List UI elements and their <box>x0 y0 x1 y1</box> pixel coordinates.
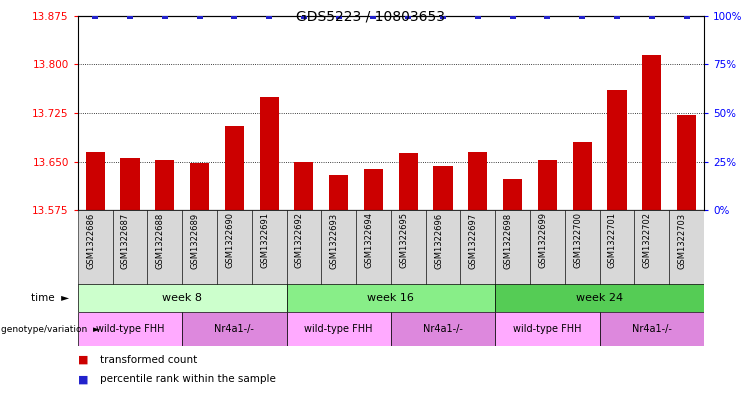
Text: GSM1322691: GSM1322691 <box>260 213 269 268</box>
Text: genotype/variation  ►: genotype/variation ► <box>1 325 100 334</box>
Text: GSM1322693: GSM1322693 <box>330 213 339 269</box>
Text: GSM1322698: GSM1322698 <box>504 213 513 269</box>
Text: week 8: week 8 <box>162 293 202 303</box>
Point <box>437 13 449 19</box>
Point <box>228 13 240 19</box>
Bar <box>259 97 279 210</box>
Point <box>611 13 623 19</box>
Bar <box>433 166 453 210</box>
Text: GSM1322686: GSM1322686 <box>86 213 95 269</box>
Text: GSM1322700: GSM1322700 <box>574 213 582 268</box>
Point <box>646 13 658 19</box>
Text: time  ►: time ► <box>31 293 69 303</box>
Text: GSM1322692: GSM1322692 <box>295 213 304 268</box>
Point <box>159 13 170 19</box>
Bar <box>468 152 488 210</box>
Text: GSM1322689: GSM1322689 <box>190 213 199 269</box>
Bar <box>642 55 661 210</box>
Bar <box>252 210 287 285</box>
Point <box>507 13 519 19</box>
Bar <box>565 210 599 285</box>
Point <box>368 13 379 19</box>
Text: Nr4a1-/-: Nr4a1-/- <box>214 324 254 334</box>
Bar <box>78 312 182 346</box>
Bar <box>190 163 209 210</box>
Text: percentile rank within the sample: percentile rank within the sample <box>100 374 276 384</box>
Bar <box>634 210 669 285</box>
Bar <box>217 210 252 285</box>
Text: GSM1322701: GSM1322701 <box>608 213 617 268</box>
Text: GSM1322695: GSM1322695 <box>399 213 408 268</box>
Bar <box>391 210 425 285</box>
Point <box>472 13 484 19</box>
Bar <box>78 210 113 285</box>
Text: GSM1322690: GSM1322690 <box>225 213 234 268</box>
Point <box>193 13 205 19</box>
Bar <box>182 312 287 346</box>
Bar <box>391 312 495 346</box>
Point <box>263 13 275 19</box>
Bar <box>599 210 634 285</box>
Text: GSM1322703: GSM1322703 <box>677 213 687 269</box>
Text: GSM1322687: GSM1322687 <box>121 213 130 269</box>
Text: GSM1322699: GSM1322699 <box>539 213 548 268</box>
Bar <box>322 210 356 285</box>
Text: GSM1322702: GSM1322702 <box>642 213 652 268</box>
Bar <box>495 284 704 312</box>
Bar <box>86 152 104 210</box>
Text: GSM1322688: GSM1322688 <box>156 213 165 269</box>
Point <box>576 13 588 19</box>
Text: GDS5223 / 10803653: GDS5223 / 10803653 <box>296 10 445 24</box>
Bar <box>495 210 530 285</box>
Bar <box>78 284 287 312</box>
Bar <box>538 160 557 210</box>
Point <box>542 13 554 19</box>
Text: ■: ■ <box>78 354 88 365</box>
Point <box>89 13 101 19</box>
Bar <box>669 210 704 285</box>
Bar <box>113 210 147 285</box>
Bar <box>608 90 627 210</box>
Text: transformed count: transformed count <box>100 354 197 365</box>
Bar <box>287 210 322 285</box>
Text: GSM1322696: GSM1322696 <box>434 213 443 269</box>
Bar <box>399 153 418 210</box>
Bar <box>495 312 599 346</box>
Text: wild-type FHH: wild-type FHH <box>514 324 582 334</box>
Text: wild-type FHH: wild-type FHH <box>96 324 165 334</box>
Bar <box>147 210 182 285</box>
Text: ■: ■ <box>78 374 88 384</box>
Bar <box>677 115 696 210</box>
Bar <box>294 162 313 210</box>
Text: Nr4a1-/-: Nr4a1-/- <box>423 324 463 334</box>
Bar <box>121 158 139 210</box>
Text: GSM1322694: GSM1322694 <box>365 213 373 268</box>
Bar <box>329 174 348 210</box>
Bar <box>356 210 391 285</box>
Bar <box>599 312 704 346</box>
Point <box>333 13 345 19</box>
Text: wild-type FHH: wild-type FHH <box>305 324 373 334</box>
Text: GSM1322697: GSM1322697 <box>469 213 478 269</box>
Bar <box>155 160 174 210</box>
Point <box>681 13 693 19</box>
Bar <box>225 126 244 210</box>
Bar <box>503 179 522 210</box>
Text: Nr4a1-/-: Nr4a1-/- <box>632 324 671 334</box>
Bar <box>182 210 217 285</box>
Bar <box>364 169 383 210</box>
Text: week 24: week 24 <box>576 293 623 303</box>
Bar <box>287 284 495 312</box>
Point <box>124 13 136 19</box>
Text: week 16: week 16 <box>368 293 414 303</box>
Bar <box>573 142 592 210</box>
Bar <box>530 210 565 285</box>
Bar <box>425 210 460 285</box>
Point <box>402 13 414 19</box>
Bar <box>287 312 391 346</box>
Bar <box>460 210 495 285</box>
Point <box>298 13 310 19</box>
